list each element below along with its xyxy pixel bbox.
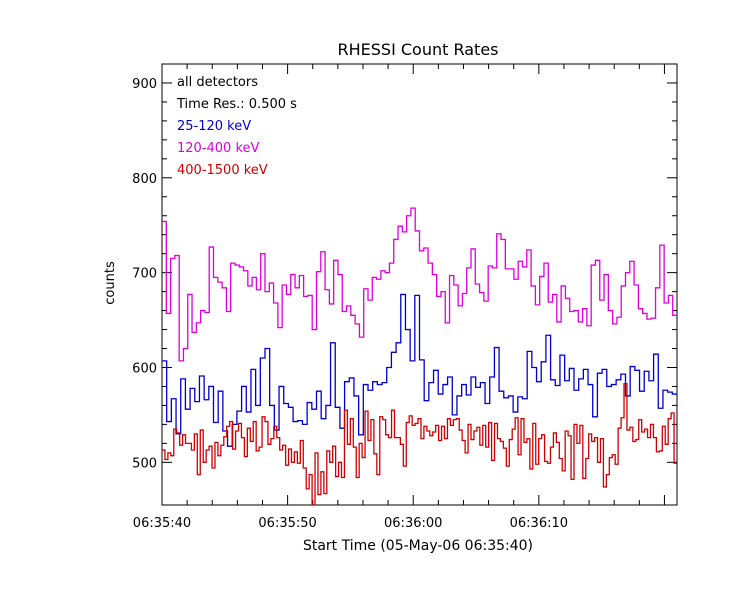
series-line-120-400 keV [162,207,677,362]
y-tick-label: 700 [132,267,157,282]
y-tick-label: 500 [132,456,157,471]
y-axis-label: counts [103,261,118,305]
legend: all detectors Time Res.: 0.500 s 25-120 … [176,75,297,178]
series-layer [162,207,677,505]
chart-title: RHESSI Count Rates [338,40,499,59]
x-tick-label: 06:35:50 [258,516,316,531]
axes: 06:35:40 06:35:50 06:36:00 06:36:10 500 600 70… [132,63,678,531]
series-group [162,207,677,505]
y-tick-label: 800 [132,172,157,187]
series-line-400-1500 keV [162,382,677,505]
x-tick-label: 06:36:10 [510,516,568,531]
x-tick-label: 06:36:00 [384,516,442,531]
x-tick-label: 06:35:40 [133,516,191,531]
y-tick-label: 600 [132,361,157,376]
x-axis-label: Start Time (05-May-06 06:35:40) [303,538,533,554]
legend-entry-25-120: 25-120 keV [177,119,251,134]
annotation-time-resolution: Time Res.: 0.500 s [176,97,297,112]
legend-entry-400-1500: 400-1500 keV [177,163,268,178]
plot-frame [161,63,678,506]
legend-entry-120-400: 120-400 keV [177,141,260,156]
annotation-all-detectors: all detectors [177,75,258,90]
series-line-25-120 keV [162,293,677,447]
y-tick-label: 900 [132,77,157,92]
